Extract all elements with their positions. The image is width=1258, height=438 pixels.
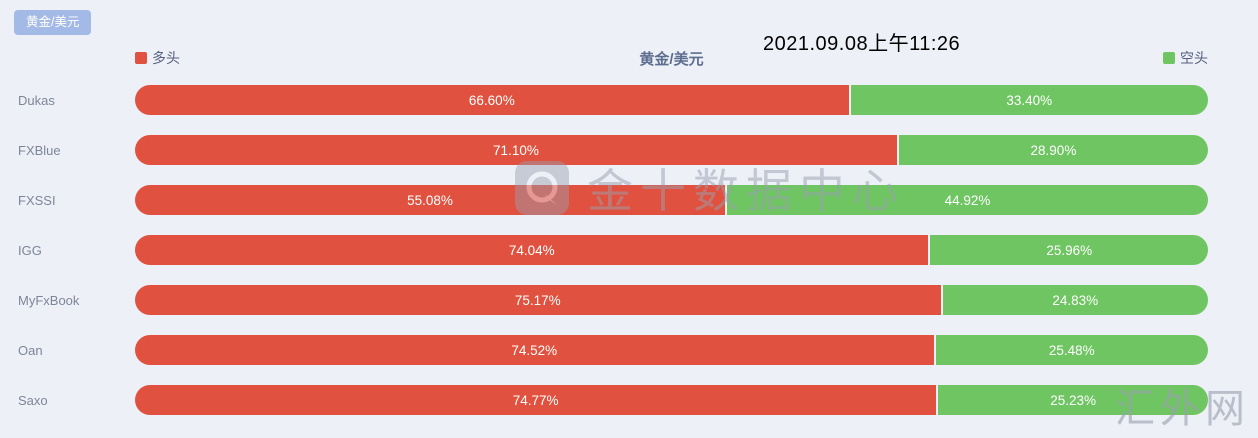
short-bar-segment: 25.96% bbox=[930, 235, 1208, 265]
short-bar-value: 33.40% bbox=[1006, 92, 1053, 108]
long-bar-segment: 74.52% bbox=[135, 335, 934, 365]
short-bar-segment: 25.48% bbox=[935, 335, 1208, 365]
chart-title: 黄金/美元 bbox=[639, 50, 704, 68]
long-bar-value: 74.04% bbox=[508, 242, 555, 258]
long-bar-value: 55.08% bbox=[407, 192, 453, 208]
legend-item-short[interactable]: 空头 bbox=[1162, 48, 1208, 68]
short-bar-segment: 24.83% bbox=[942, 285, 1208, 315]
chart-rows: Dukas 66.60% 33.40% FXBlue 71.10% 28.90% bbox=[0, 85, 1258, 435]
short-bar-value: 28.90% bbox=[1030, 142, 1077, 158]
short-bar-value: 24.83% bbox=[1052, 292, 1099, 308]
row-label: MyFxBook bbox=[18, 292, 80, 308]
chart-row: Dukas 66.60% 33.40% bbox=[0, 85, 1258, 115]
long-bar-value: 75.17% bbox=[514, 292, 561, 308]
long-bar-segment: 71.10% bbox=[135, 135, 897, 165]
legend-band: 多头 黄金/美元 空头 bbox=[135, 48, 1208, 68]
chart-row: Oan 74.52% 25.48% bbox=[0, 335, 1258, 365]
legend-item-long[interactable]: 多头 bbox=[135, 48, 180, 68]
bar-track: 55.08% 44.92% bbox=[135, 185, 1208, 215]
short-bar-value: 25.96% bbox=[1046, 242, 1093, 258]
chart-row: Saxo 74.77% 25.23% bbox=[0, 385, 1258, 415]
short-legend-swatch-icon bbox=[1162, 52, 1175, 64]
row-label: FXSSI bbox=[18, 192, 56, 208]
long-bar-segment: 55.08% bbox=[135, 185, 725, 215]
long-legend-label: 多头 bbox=[152, 50, 180, 66]
long-bar-segment: 75.17% bbox=[135, 285, 941, 315]
symbol-filter-button[interactable]: 黄金/美元 bbox=[14, 10, 92, 35]
bar-track: 75.17% 24.83% bbox=[135, 285, 1208, 315]
short-legend-label: 空头 bbox=[1179, 50, 1208, 66]
short-bar-segment: 33.40% bbox=[850, 85, 1208, 115]
bar-track: 66.60% 33.40% bbox=[135, 85, 1208, 115]
chart-row: MyFxBook 75.17% 24.83% bbox=[0, 285, 1258, 315]
short-bar-value: 25.23% bbox=[1050, 392, 1097, 408]
long-bar-value: 74.77% bbox=[512, 392, 559, 408]
row-label: IGG bbox=[18, 242, 42, 258]
long-legend-swatch-icon bbox=[135, 52, 147, 64]
bar-track: 74.04% 25.96% bbox=[135, 235, 1208, 265]
short-bar-segment: 28.90% bbox=[898, 135, 1208, 165]
bar-track: 71.10% 28.90% bbox=[135, 135, 1208, 165]
long-bar-value: 66.60% bbox=[468, 92, 515, 108]
chart-row: FXBlue 71.10% 28.90% bbox=[0, 135, 1258, 165]
short-bar-value: 44.92% bbox=[944, 192, 991, 208]
short-bar-value: 25.48% bbox=[1048, 342, 1095, 358]
row-label: Saxo bbox=[18, 392, 48, 408]
row-label: Dukas bbox=[18, 92, 55, 108]
long-bar-segment: 66.60% bbox=[135, 85, 849, 115]
bar-track: 74.77% 25.23% bbox=[135, 385, 1208, 415]
long-bar-value: 74.52% bbox=[511, 342, 558, 358]
chart-row: IGG 74.04% 25.96% bbox=[0, 235, 1258, 265]
short-bar-segment: 44.92% bbox=[727, 185, 1208, 215]
chart-row: FXSSI 55.08% 44.92% bbox=[0, 185, 1258, 215]
bar-track: 74.52% 25.48% bbox=[135, 335, 1208, 365]
snapshot-timestamp: 2021.09.08上午11:26 bbox=[763, 33, 961, 55]
short-bar-segment: 25.23% bbox=[938, 385, 1208, 415]
long-bar-segment: 74.04% bbox=[135, 235, 929, 265]
long-bar-segment: 74.77% bbox=[135, 385, 937, 415]
row-label: FXBlue bbox=[18, 142, 61, 158]
long-bar-value: 71.10% bbox=[493, 142, 539, 158]
row-label: Oan bbox=[18, 342, 43, 358]
